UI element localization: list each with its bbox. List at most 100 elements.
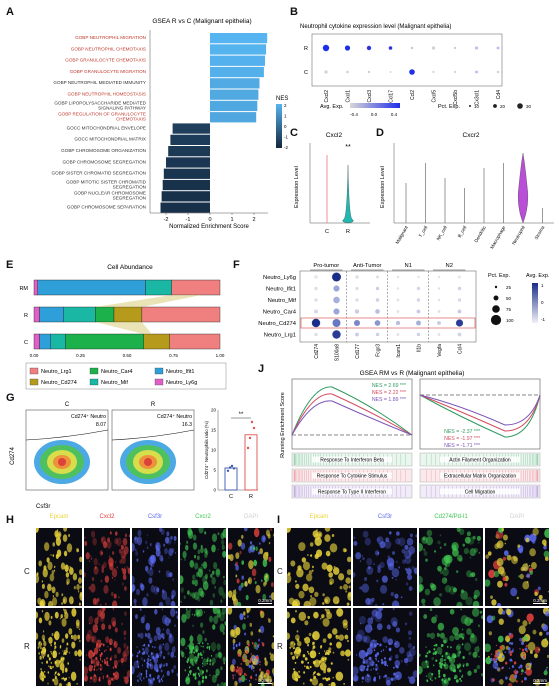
panel-b-avg-tick: -0.4 bbox=[350, 112, 358, 117]
panel-j-curve bbox=[419, 394, 541, 426]
panel-i-scalebar: 0.2mm bbox=[533, 598, 547, 604]
panel-c-sig: ** bbox=[345, 144, 351, 151]
panel-b-pct-legend-dot bbox=[493, 104, 497, 108]
panel-j-term-label: Response To Cytokine Stimulus bbox=[317, 474, 388, 480]
panel-e-segment bbox=[39, 306, 64, 323]
panel-e-xtick: 0.50 bbox=[123, 353, 132, 358]
panel-j-title: GSEA RM vs R (Malignant epithelia) bbox=[360, 370, 465, 377]
panel-f-pct-legend-dot bbox=[492, 305, 500, 313]
panel-e-title: Cell Abundance bbox=[107, 264, 153, 271]
panel-h-image-tile bbox=[180, 528, 226, 606]
panel-d-group-label: Neutrophil bbox=[511, 225, 526, 246]
panel-b-dot bbox=[344, 45, 351, 51]
panel-a-xtick: 1 bbox=[230, 217, 233, 223]
panel-f-row-label: Neutro_Cd274 bbox=[258, 321, 296, 327]
panel-f-dot bbox=[416, 298, 421, 302]
panel-a-xtick: -2 bbox=[164, 217, 169, 223]
panel-a-xtick: 2 bbox=[252, 217, 255, 223]
panel-g-point bbox=[252, 426, 256, 430]
panel-f-group-label: N1 bbox=[405, 263, 412, 269]
panel-a-bar bbox=[166, 157, 210, 168]
panel-f-dot bbox=[376, 275, 379, 279]
panel-j-nes: NES = 2.22 *** bbox=[372, 390, 406, 396]
panel-h-row-r: R bbox=[24, 642, 30, 651]
panel-f-dot bbox=[375, 332, 380, 337]
panel-f-dot bbox=[332, 330, 341, 339]
panel-h-image-tile bbox=[180, 608, 226, 686]
panel-j-nes: NES = 1.89 *** bbox=[372, 397, 406, 403]
panel-j-nes: NES = -1.71 *** bbox=[444, 443, 480, 449]
panel-f-dot bbox=[314, 286, 318, 291]
panel-j-curve bbox=[291, 386, 413, 436]
panel-a-bar bbox=[163, 168, 210, 179]
panel-a-term-label: CHEMOTAXIS bbox=[116, 117, 146, 122]
panel-h-image-tile bbox=[36, 528, 82, 606]
panel-j-nes: NES = -1.97 *** bbox=[444, 436, 480, 442]
panel-f-dot bbox=[375, 298, 380, 302]
panel-a-term-label: GOBP NUCLEAR CHROMOSOME bbox=[74, 191, 146, 196]
panel-a-legend-tick: -2 bbox=[284, 145, 288, 150]
panel-e-xtick: 1.00 bbox=[216, 353, 225, 358]
panel-b-gene-label: Cxcl1 bbox=[346, 90, 352, 103]
panel-f-avg-colorbar bbox=[532, 283, 538, 323]
panel-b-avg-label: Avg. Exp. bbox=[320, 104, 344, 110]
panel-a-term-label: GOBP NEUTROPHIL CHEMOTAXIS bbox=[71, 46, 146, 51]
panel-b-dotplot: Neutrophil cytokine expression level (Ma… bbox=[300, 24, 532, 117]
panel-i-image-tile: 0.2mm bbox=[485, 608, 549, 686]
panel-h: Epcam Cxcl2 Csf3r Cxcr2 DAPI C R 0.2mm 0.2mm bbox=[6, 512, 276, 692]
panel-f-dot bbox=[353, 319, 361, 327]
panel-g-gate-label: Cd274⁺ Neutro bbox=[157, 414, 192, 420]
panel-d-group-label: Macrophage bbox=[489, 225, 506, 250]
panel-a-term-label: GOBP NEUTROPHIL MEDIATED IMMUNITY bbox=[53, 80, 146, 85]
panel-g-bar-ytick: 10 bbox=[211, 448, 217, 453]
panel-c-ylabel: Expression Level bbox=[294, 166, 300, 208]
panel-f-dot bbox=[416, 286, 421, 291]
panel-f-dot bbox=[417, 275, 420, 279]
panel-a-term-label: SIGNALING PATHWAY bbox=[98, 105, 146, 110]
panel-f-dot bbox=[395, 320, 401, 326]
panel-a-term-label: SEGREGATION bbox=[113, 196, 146, 201]
panel-a-title: GSEA R vs C (Malignant epithelia) bbox=[152, 18, 251, 25]
panel-h-image-tile bbox=[132, 528, 178, 606]
panel-f-dot bbox=[355, 332, 359, 337]
panel-f-dot bbox=[331, 272, 342, 282]
panel-e-segment bbox=[171, 279, 221, 296]
panel-a-term-label: GOBP CHROMOSOME SEPARATION bbox=[67, 205, 146, 210]
panel-f-gene-label: Fcgr3 bbox=[376, 344, 382, 357]
panel-e-segment bbox=[33, 279, 38, 296]
panel-f-group-label: Anti-Tumor bbox=[353, 263, 382, 269]
panel-a-xtick: -1 bbox=[186, 217, 191, 223]
panel-d-group-label: Stroma bbox=[534, 225, 546, 241]
panel-i-image-tile bbox=[287, 608, 351, 686]
panel-e-legend-label: Neutro_Mif bbox=[101, 380, 128, 386]
panel-a-bar bbox=[210, 66, 264, 78]
panel-g-gate-value: 16.3 bbox=[182, 422, 192, 428]
panel-e-xtick: 0.00 bbox=[30, 353, 39, 358]
panel-f-dot bbox=[355, 298, 359, 302]
panel-f-avg-tick: -1 bbox=[541, 317, 545, 322]
panel-f-dot bbox=[437, 298, 441, 302]
panel-g-point bbox=[230, 464, 234, 468]
panel-g-gate bbox=[111, 429, 195, 441]
panel-g-bar-group: C bbox=[229, 494, 233, 500]
panel-b-dot bbox=[431, 46, 436, 50]
panel-f-dot bbox=[416, 332, 421, 337]
panel-b-title: Neutrophil cytokine expression level (Ma… bbox=[300, 24, 451, 30]
panel-e-row-label: R bbox=[24, 313, 28, 319]
panel-g-density bbox=[58, 458, 66, 466]
panel-b-pct-tick: 10 bbox=[474, 104, 480, 109]
panel-a-bar bbox=[170, 134, 210, 145]
panel-i-channel-label: DAPI bbox=[509, 514, 524, 520]
panel-a-xtick: 0 bbox=[208, 217, 211, 223]
panel-g-bar-ytick: 20 bbox=[211, 408, 217, 413]
panel-e-segment bbox=[33, 333, 40, 350]
panel-h-row-c: C bbox=[24, 567, 30, 576]
panel-i-image-tile bbox=[419, 608, 483, 686]
panel-a-bar bbox=[210, 89, 259, 100]
panel-i-image-tile: 0.2mm bbox=[485, 528, 549, 606]
panel-g-point bbox=[248, 436, 252, 440]
panel-b-pct-legend-dot bbox=[469, 105, 471, 107]
panel-e-legend-swatch bbox=[89, 367, 99, 375]
panel-g-xlabel: Csf3r bbox=[36, 504, 50, 510]
